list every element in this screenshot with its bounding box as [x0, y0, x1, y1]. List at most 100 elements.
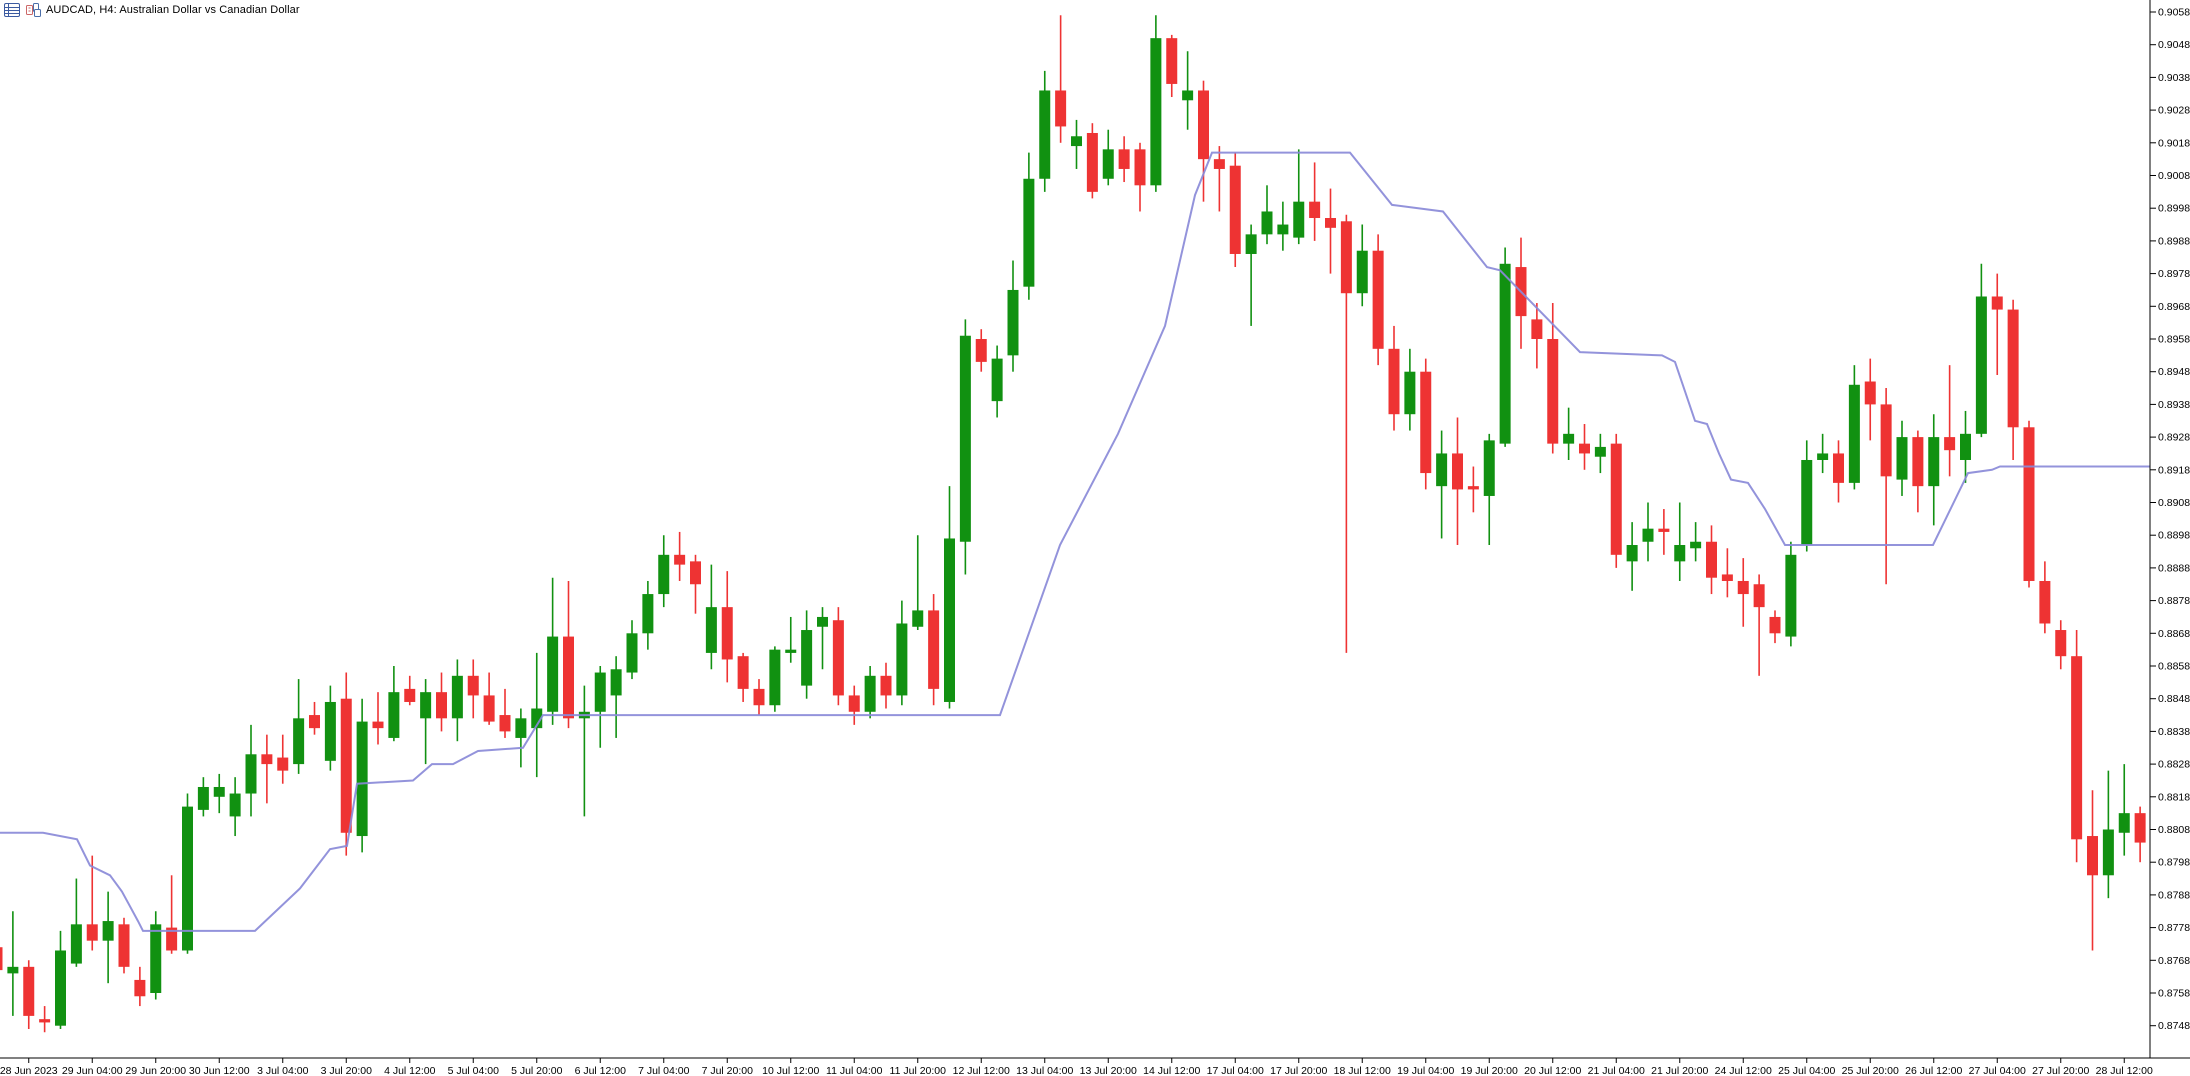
- candle[interactable]: [1118, 136, 1130, 183]
- candle[interactable]: [0, 931, 3, 996]
- candle[interactable]: [531, 652, 543, 778]
- candle[interactable]: [1563, 407, 1575, 460]
- candle[interactable]: [1960, 410, 1971, 483]
- candle[interactable]: [896, 600, 908, 706]
- candle[interactable]: [1690, 522, 1702, 562]
- candle[interactable]: [690, 554, 701, 614]
- candle[interactable]: [1499, 247, 1511, 447]
- candle[interactable]: [1721, 548, 1733, 598]
- candle[interactable]: [102, 891, 114, 984]
- candle[interactable]: [229, 777, 241, 837]
- candle[interactable]: [2007, 299, 2019, 460]
- candle[interactable]: [563, 580, 574, 729]
- candle[interactable]: [467, 659, 479, 719]
- candle[interactable]: [1658, 509, 1670, 555]
- candle[interactable]: [1182, 51, 1194, 130]
- candle[interactable]: [1213, 146, 1225, 212]
- candle[interactable]: [436, 672, 447, 732]
- candle[interactable]: [737, 652, 749, 702]
- candle[interactable]: [7, 911, 19, 1016]
- candle[interactable]: [1340, 214, 1352, 653]
- candle[interactable]: [1102, 129, 1114, 186]
- candle[interactable]: [1579, 424, 1590, 470]
- candle[interactable]: [594, 666, 606, 748]
- candle[interactable]: [1674, 502, 1686, 581]
- candle[interactable]: [1864, 358, 1876, 441]
- candle[interactable]: [991, 345, 1003, 418]
- candle[interactable]: [864, 666, 876, 719]
- candle[interactable]: [1039, 70, 1051, 192]
- candle[interactable]: [1547, 303, 1559, 454]
- candle[interactable]: [801, 610, 813, 699]
- candle[interactable]: [372, 692, 384, 745]
- candle[interactable]: [118, 917, 130, 974]
- candle[interactable]: [626, 620, 638, 680]
- candle[interactable]: [1436, 430, 1448, 539]
- candle[interactable]: [642, 580, 654, 650]
- candles-layer[interactable]: [0, 15, 2146, 1033]
- candle[interactable]: [261, 734, 273, 804]
- candle[interactable]: [1817, 433, 1829, 474]
- candle[interactable]: [150, 911, 162, 1000]
- candle[interactable]: [1293, 149, 1305, 245]
- candle[interactable]: [213, 773, 225, 814]
- candle[interactable]: [1833, 440, 1844, 503]
- candle[interactable]: [1309, 162, 1321, 241]
- candle[interactable]: [86, 855, 98, 951]
- candle[interactable]: [848, 685, 860, 725]
- candle[interactable]: [309, 701, 320, 735]
- candle[interactable]: [2118, 764, 2130, 856]
- candle[interactable]: [1166, 34, 1178, 98]
- candle[interactable]: [944, 486, 955, 709]
- candle[interactable]: [182, 793, 193, 954]
- candle[interactable]: [705, 564, 717, 670]
- candle[interactable]: [975, 329, 987, 372]
- candle[interactable]: [1467, 466, 1479, 513]
- candle[interactable]: [277, 734, 289, 784]
- candle[interactable]: [1975, 263, 1987, 438]
- candle[interactable]: [515, 708, 527, 768]
- candle[interactable]: [1610, 433, 1622, 568]
- candle[interactable]: [1023, 152, 1035, 300]
- candle[interactable]: [420, 679, 432, 765]
- candle[interactable]: [1277, 201, 1289, 251]
- candle[interactable]: [245, 724, 257, 817]
- candle[interactable]: [166, 875, 178, 954]
- candle[interactable]: [2134, 806, 2146, 863]
- candle[interactable]: [1261, 185, 1273, 245]
- x-axis[interactable]: 28 Jun 2023 29 Jun 04:00 29 Jun 20:00 30 Ju…: [0, 1058, 2153, 1076]
- candle[interactable]: [55, 930, 66, 1029]
- candle[interactable]: [1785, 541, 1797, 647]
- candle[interactable]: [1150, 15, 1162, 192]
- candle[interactable]: [2023, 420, 2035, 588]
- candle[interactable]: [1769, 610, 1781, 644]
- candle[interactable]: [1372, 234, 1384, 366]
- candle[interactable]: [483, 672, 495, 725]
- candle[interactable]: [1055, 15, 1067, 143]
- candle[interactable]: [197, 777, 209, 817]
- candle[interactable]: [1737, 558, 1749, 627]
- candle[interactable]: [817, 607, 828, 670]
- candle[interactable]: [404, 675, 416, 706]
- candle[interactable]: [2039, 561, 2051, 634]
- candle[interactable]: [1912, 430, 1924, 513]
- candle[interactable]: [451, 659, 463, 742]
- candle[interactable]: [1452, 417, 1463, 546]
- candle[interactable]: [753, 679, 765, 716]
- candle[interactable]: [2102, 770, 2114, 899]
- candle[interactable]: [674, 531, 686, 581]
- candle[interactable]: [1626, 522, 1638, 591]
- candle[interactable]: [356, 698, 368, 853]
- candle[interactable]: [1483, 433, 1495, 546]
- candle[interactable]: [499, 688, 511, 738]
- candle[interactable]: [1896, 420, 1908, 496]
- candle[interactable]: [134, 966, 146, 1007]
- candle[interactable]: [1325, 188, 1336, 274]
- candle[interactable]: [23, 960, 35, 1029]
- candle[interactable]: [1944, 365, 1956, 477]
- candle[interactable]: [2071, 630, 2083, 863]
- candle[interactable]: [928, 594, 940, 706]
- candle[interactable]: [1753, 574, 1765, 676]
